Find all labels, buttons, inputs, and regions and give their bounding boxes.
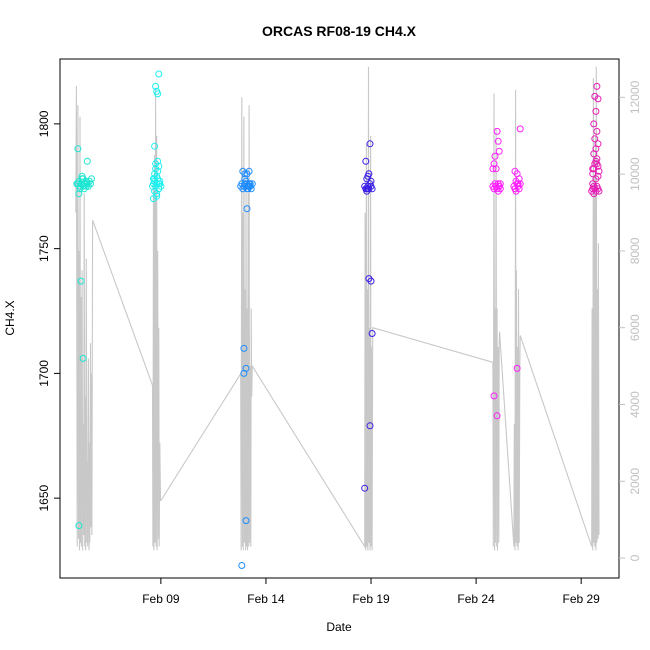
data-point [591, 92, 599, 100]
y-axis-left: 1650 1700 1750 1800 [37, 110, 60, 512]
data-point [593, 82, 601, 90]
data-point [590, 120, 598, 128]
y-tick-label: 1750 [37, 235, 51, 262]
y2-tick-label: 6000 [628, 314, 642, 341]
data-point [495, 147, 503, 155]
data-point [74, 145, 82, 153]
data-point [154, 167, 162, 175]
data-point [515, 185, 523, 193]
data-point [493, 127, 501, 135]
data-point [494, 137, 502, 145]
altitude-trace [75, 66, 600, 551]
data-point [243, 205, 251, 213]
data-point [83, 180, 91, 188]
data-point [516, 125, 524, 133]
altitude-line [75, 66, 600, 551]
data-point [366, 422, 374, 430]
data-point [589, 165, 597, 173]
y2-tick-label: 0 [628, 554, 642, 561]
y2-tick-label: 10000 [628, 157, 642, 191]
data-point [367, 277, 375, 285]
x-tick-label: Feb 29 [562, 592, 600, 606]
data-point [595, 167, 603, 175]
data-point [593, 155, 601, 163]
data-point [242, 517, 250, 525]
y-axis-label: CH4.X [3, 300, 17, 335]
data-point [151, 142, 159, 150]
x-tick-label: Feb 24 [457, 592, 495, 606]
data-point [76, 185, 84, 193]
data-point [241, 175, 249, 183]
data-point [593, 127, 601, 135]
data-point [492, 165, 500, 173]
data-point [364, 172, 372, 180]
data-point [361, 484, 369, 492]
data-point [243, 182, 251, 190]
data-point [493, 412, 501, 420]
data-point [83, 157, 91, 165]
data-point [489, 165, 497, 173]
data-point [155, 180, 163, 188]
data-point [150, 195, 157, 203]
plot-frame [59, 58, 620, 579]
data-point [513, 364, 521, 372]
x-tick-label: Feb 09 [142, 592, 180, 606]
data-point [511, 185, 519, 193]
data-point [153, 190, 161, 198]
data-point [491, 152, 499, 160]
data-point [362, 157, 370, 165]
data-point [240, 369, 248, 377]
data-point [240, 344, 248, 352]
data-point [245, 182, 253, 190]
data-point [514, 180, 522, 188]
data-point [151, 175, 159, 183]
x-axis-label: Date [326, 620, 352, 634]
data-point [592, 107, 600, 115]
data-point [152, 82, 160, 90]
data-point [155, 70, 163, 78]
data-point [589, 180, 597, 188]
x-axis: Feb 09 Feb 14 Feb 19 Feb 24 Feb 29 [142, 578, 600, 606]
y-tick-label: 1800 [37, 110, 51, 137]
data-point [77, 277, 85, 285]
y2-tick-label: 8000 [628, 237, 642, 264]
data-point [368, 185, 376, 193]
data-point [490, 392, 498, 400]
data-point [496, 185, 504, 193]
x-tick-label: Feb 14 [247, 592, 285, 606]
data-point [79, 175, 87, 183]
y-tick-label: 1700 [37, 360, 51, 387]
data-point [75, 522, 83, 530]
data-point [594, 140, 602, 148]
data-points [73, 70, 603, 569]
plot-area [59, 58, 620, 579]
chart-title: ORCAS RF08-19 CH4.X [262, 23, 417, 39]
data-point [79, 354, 87, 362]
y2-tick-label: 2000 [628, 468, 642, 495]
y-tick-label: 1650 [37, 484, 51, 511]
y2-tick-label: 4000 [628, 391, 642, 418]
data-point [591, 135, 599, 143]
data-point [154, 157, 162, 165]
x-tick-label: Feb 19 [352, 592, 390, 606]
data-point [366, 140, 374, 148]
data-point [154, 90, 162, 98]
data-point [364, 185, 372, 193]
y2-tick-label: 12000 [628, 80, 642, 114]
data-point [368, 330, 376, 337]
data-point [594, 172, 602, 180]
data-point [75, 190, 83, 198]
data-point [88, 175, 95, 183]
y-axis-right: 0 2000 4000 6000 8000 10000 12000 [619, 80, 642, 561]
data-point [245, 167, 253, 175]
data-point [590, 190, 598, 198]
data-point [367, 177, 375, 185]
data-point [238, 562, 246, 569]
data-point [593, 160, 601, 168]
